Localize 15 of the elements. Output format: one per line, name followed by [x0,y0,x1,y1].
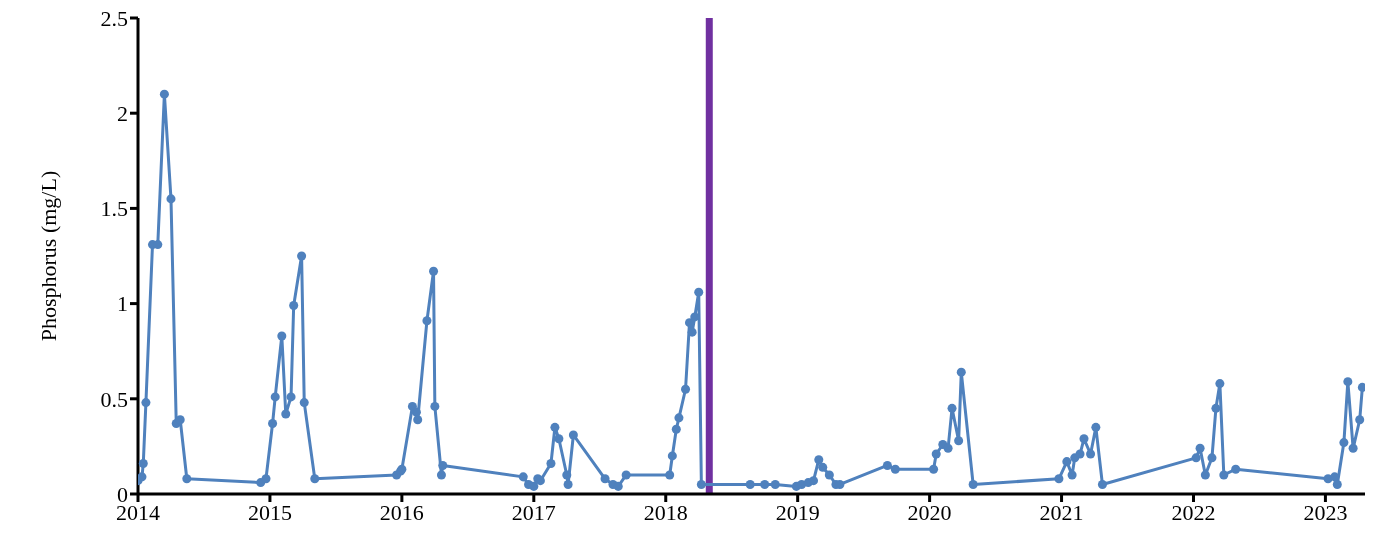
x-tick-label: 2017 [511,499,556,525]
x-tick-label: 2018 [643,499,688,525]
x-tick-label: 2023 [1303,499,1348,525]
y-axis-title: Phosphorus (mg/L) [35,170,61,342]
x-tick-label: 2019 [775,499,820,525]
y-tick-label: 1.5 [100,196,128,222]
y-tick-label: 2 [117,101,128,127]
x-tick-label: 2020 [907,499,952,525]
x-tick-label: 2022 [1171,499,1216,525]
y-tick-label: 1 [117,291,128,317]
y-tick-label: 0.5 [100,386,128,412]
x-tick-label: 2021 [1039,499,1084,525]
y-tick-label: 2.5 [100,5,128,31]
x-tick-label: 2015 [247,499,292,525]
x-tick-label: 2016 [379,499,424,525]
